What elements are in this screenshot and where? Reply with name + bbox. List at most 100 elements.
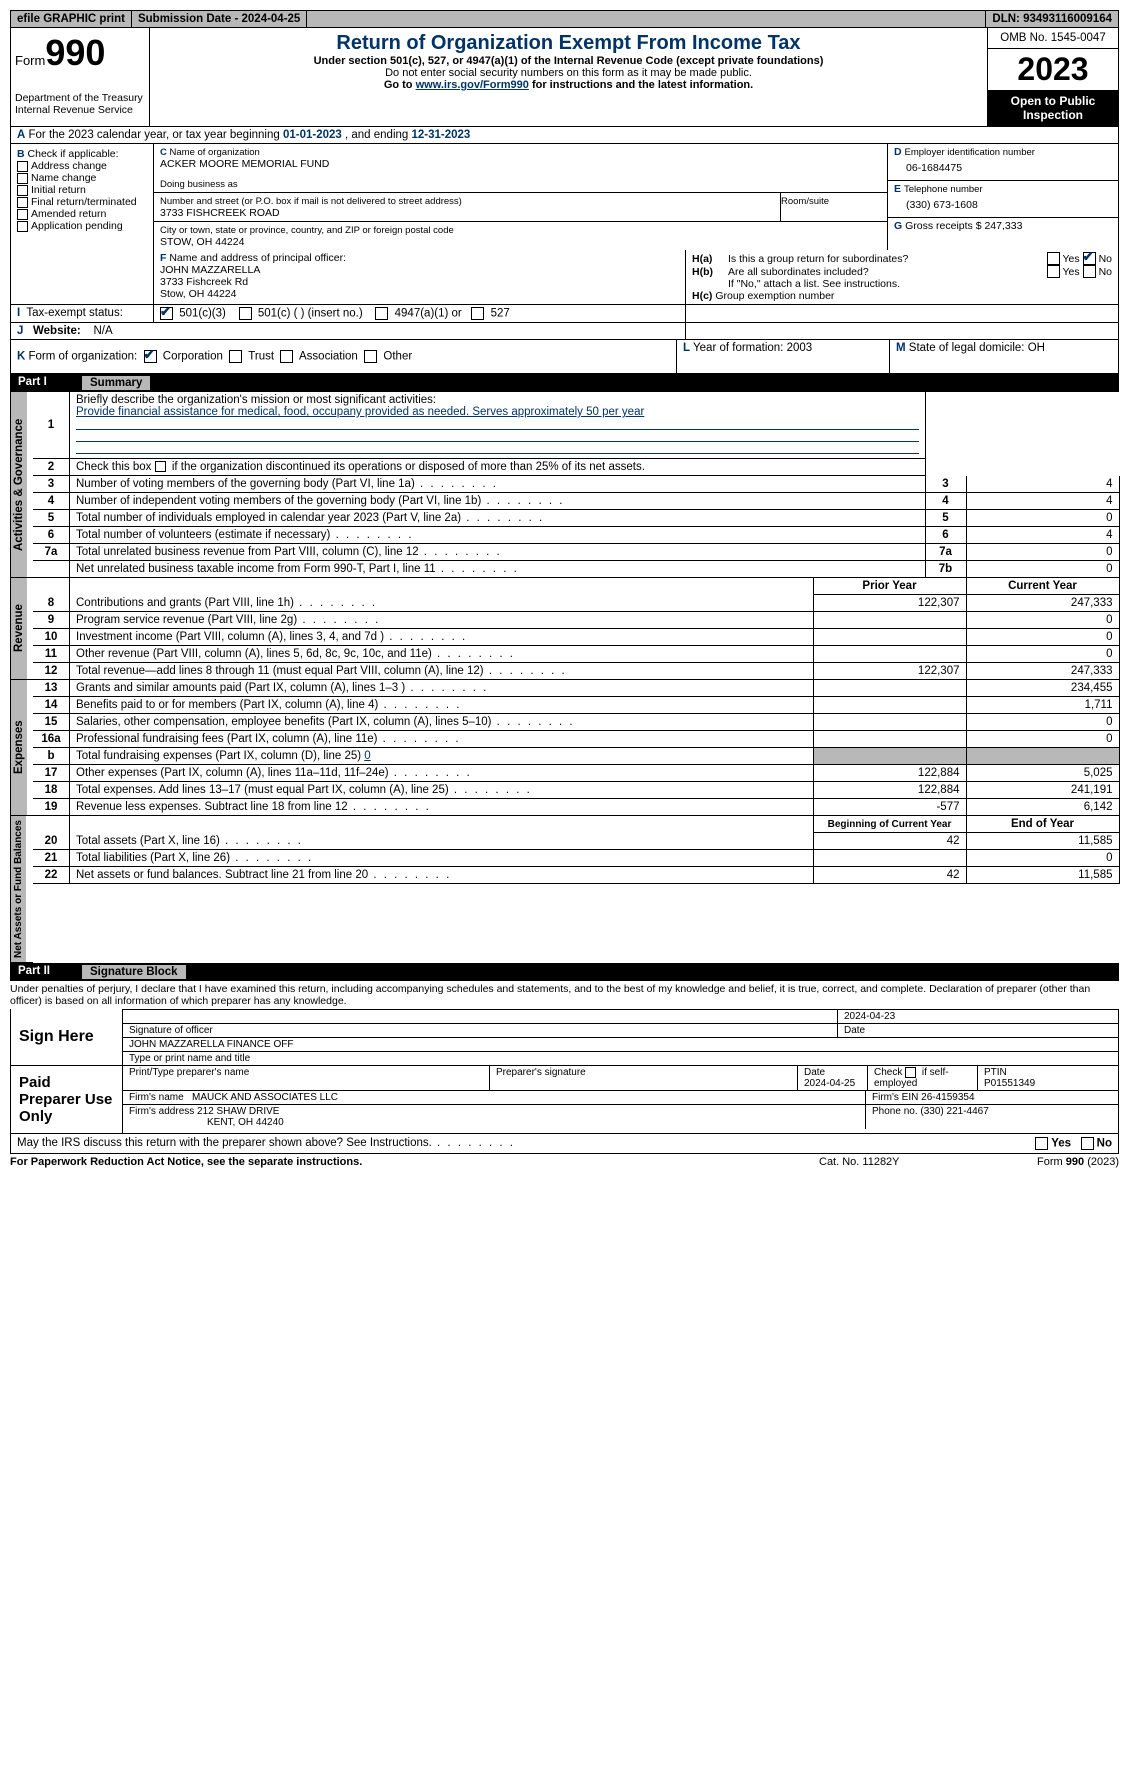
prep-name-h: Print/Type preparer's name [123,1066,490,1091]
sidebar-revenue: Revenue [11,578,27,679]
l4-text: Number of independent voting members of … [70,493,926,510]
row-text: Net assets or fund balances. Subtract li… [70,867,814,884]
current-year-val: 5,025 [966,765,1119,782]
chk-discuss-yes[interactable] [1035,1137,1048,1150]
chk-trust[interactable] [229,350,242,363]
prior-year-val: 122,884 [813,765,966,782]
opt-527: 527 [491,308,510,320]
row-num: 16a [33,731,70,748]
tax-year-begin: 01-01-2023 [283,129,342,141]
chk-final-return[interactable] [17,197,28,208]
l6-text: Total number of volunteers (estimate if … [70,527,926,544]
form-org-h: Form of organization: [29,351,138,363]
chk-527[interactable] [471,307,484,320]
prior-year-val [813,612,966,629]
current-year-val: 0 [966,731,1119,748]
chk-corp[interactable] [144,350,157,363]
chk-hb-no[interactable] [1083,265,1096,278]
dept-treasury: Department of the Treasury [15,92,145,104]
chk-discuss-no[interactable] [1081,1137,1094,1150]
officer-sig-name: JOHN MAZZARELLA FINANCE OFF [123,1038,1118,1052]
current-year-val: 0 [966,714,1119,731]
current-year-val: 1,711 [966,697,1119,714]
opt-trust: Trust [248,351,274,363]
row-text: Program service revenue (Part VIII, line… [70,612,814,629]
row-num: 15 [33,714,70,731]
rev-blank1 [33,578,70,595]
l2-text-pre: Check this box [76,461,155,473]
chk-other[interactable] [364,350,377,363]
chk-app-pending[interactable] [17,221,28,232]
footer-right: Form 990 (2023) [959,1156,1119,1168]
prior-year-val [813,646,966,663]
row-text: Total revenue—add lines 8 through 11 (mu… [70,663,814,680]
current-year-val: 0 [966,646,1119,663]
chk-501c[interactable] [239,307,252,320]
prior-year-val [813,629,966,646]
prior-year-val [813,731,966,748]
form-title: Return of Organization Exempt From Incom… [158,32,979,55]
l5-box: 5 [925,510,966,527]
chk-address-change[interactable] [17,161,28,172]
ha-label: H(a) [692,253,712,265]
org-name-h: Name of organization [170,147,260,158]
dba-h: Doing business as [160,179,238,190]
shade-cell [966,748,1119,765]
chk-ha-yes[interactable] [1047,252,1060,265]
city-h: City or town, state or province, country… [160,225,454,236]
officer-addr1: 3733 Fishcreek Rd [160,276,248,288]
row-text: Contributions and grants (Part VIII, lin… [70,595,814,612]
current-year-val: 0 [966,850,1119,867]
firm-ein-h: Firm's EIN [872,1092,918,1103]
chk-self-employed[interactable] [905,1067,916,1078]
chk-4947[interactable] [375,307,388,320]
perjury-decl: Under penalties of perjury, I declare th… [10,981,1119,1009]
row-num: 10 [33,629,70,646]
box-right: D Employer identification number 06-1684… [888,144,1118,250]
l7a-box: 7a [925,544,966,561]
line-a: A For the 2023 calendar year, or tax yea… [11,127,1118,144]
discuss-yes: Yes [1051,1138,1071,1150]
form-number: Form990 [15,32,145,74]
sidebar-expenses: Expenses [11,680,27,815]
prep-sig-h: Preparer's signature [490,1066,798,1091]
goto-post: for instructions and the latest informat… [529,79,753,91]
row-text: Total fundraising expenses (Part IX, col… [70,748,814,765]
hdr-boy: Beginning of Current Year [813,816,966,833]
spacer [307,11,986,27]
l7a-text: Total unrelated business revenue from Pa… [70,544,926,561]
l2-num: 2 [33,459,70,476]
prior-year-val: 42 [813,867,966,884]
chk-discontinued[interactable] [155,461,166,472]
firm-phone-h: Phone no. [872,1106,918,1117]
row-text: Total liabilities (Part X, line 26) [70,850,814,867]
prior-year-val: 122,884 [813,782,966,799]
prior-year-val: -577 [813,799,966,816]
sidebar-governance: Activities & Governance [11,392,27,577]
prior-year-val [813,850,966,867]
prep-date: 2024-04-25 [804,1078,855,1089]
chk-amended[interactable] [17,209,28,220]
chk-name-change[interactable] [17,173,28,184]
part2-header: Part II Signature Block [10,963,1119,981]
row-text: Revenue less expenses. Subtract line 18 … [70,799,814,816]
l6-val: 4 [966,527,1119,544]
hb-label: H(b) [692,266,713,278]
chk-initial-return[interactable] [17,185,28,196]
chk-501c3[interactable] [160,307,173,320]
hdr-prior: Prior Year [813,578,966,595]
form990-link[interactable]: www.irs.gov/Form990 [416,79,529,91]
row-num: b [33,748,70,765]
sign-here-label: Sign Here [11,1009,123,1065]
chk-ha-no[interactable] [1083,252,1096,265]
form-word: Form [15,53,45,68]
footer-left: For Paperwork Reduction Act Notice, see … [10,1156,819,1168]
ein-h: Employer identification number [905,147,1035,158]
chk-hb-yes[interactable] [1047,265,1060,278]
row-num: 11 [33,646,70,663]
row-num: 21 [33,850,70,867]
box-c-label: C [160,147,167,158]
chk-assoc[interactable] [280,350,293,363]
opt-assoc: Association [299,351,358,363]
dept-irs: Internal Revenue Service [15,104,145,116]
